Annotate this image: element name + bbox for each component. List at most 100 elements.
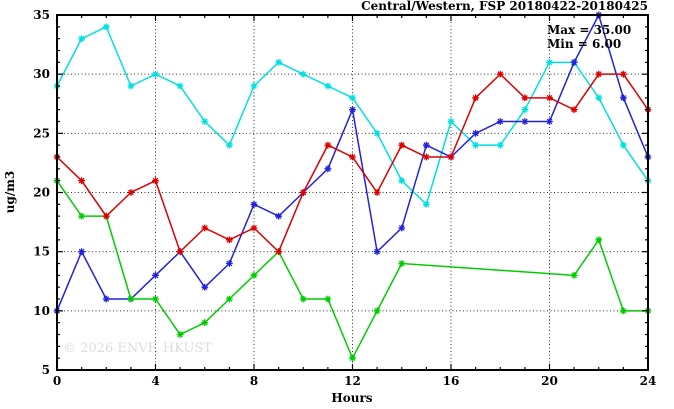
cyan-series-marker <box>152 70 159 78</box>
blue-series-marker <box>546 118 553 125</box>
green-series-marker <box>127 295 135 303</box>
blue-series-marker <box>250 200 258 208</box>
green-series-marker <box>250 271 258 279</box>
blue-series-marker <box>619 94 627 102</box>
green-series-marker <box>398 260 406 267</box>
red-series-marker <box>570 106 578 114</box>
blue-series-marker <box>373 248 381 256</box>
green-series-marker <box>373 307 381 315</box>
cyan-series-marker <box>496 141 504 149</box>
red-series-marker <box>176 248 184 256</box>
red-series-marker <box>152 177 159 185</box>
blue-series-marker <box>521 118 529 125</box>
x-tick-label: 4 <box>151 374 159 388</box>
y-tick-label: 10 <box>33 304 50 318</box>
cyan-series-marker <box>299 70 307 78</box>
x-tick-label: 24 <box>640 374 657 388</box>
y-tick-label: 20 <box>33 186 50 200</box>
cyan-series-marker <box>447 118 455 125</box>
data-series <box>53 11 652 362</box>
cyan-series-marker <box>127 82 135 90</box>
red-series-marker <box>102 212 110 220</box>
cyan-series-marker <box>595 94 603 102</box>
red-series-marker <box>398 141 406 149</box>
red-series-marker <box>472 94 480 102</box>
green-series-marker <box>570 271 578 279</box>
x-tick-label: 16 <box>443 374 460 388</box>
blue-series-marker <box>496 118 504 125</box>
red-series-marker <box>447 153 455 161</box>
cyan-series-marker <box>201 118 209 125</box>
watermark: © 2026 ENVF, HKUST <box>63 341 212 356</box>
blue-series-marker <box>570 58 578 66</box>
blue-series-marker <box>78 248 86 256</box>
y-tick-label: 25 <box>33 126 50 140</box>
cyan-series-line <box>56 25 649 206</box>
green-series-marker <box>349 354 356 362</box>
y-tick-label: 15 <box>33 245 50 259</box>
cyan-series-marker <box>521 106 529 114</box>
green-series-marker <box>299 295 307 303</box>
blue-series-marker <box>152 271 159 279</box>
grid-lines <box>57 15 648 370</box>
red-series-marker <box>299 189 307 196</box>
x-tick-label: 8 <box>250 374 258 388</box>
cyan-series-marker <box>398 177 406 185</box>
cyan-series-marker <box>78 35 86 43</box>
green-series-line <box>56 180 648 360</box>
blue-series-marker <box>102 295 110 303</box>
max-annotation: Max = 35.00 <box>547 23 631 37</box>
blue-series-marker <box>324 165 332 173</box>
cyan-series-marker <box>546 58 553 66</box>
green-series-marker <box>201 319 209 327</box>
y-tick-label: 35 <box>33 8 50 22</box>
cyan-series-marker <box>349 94 356 102</box>
blue-series-marker <box>349 106 356 114</box>
red-series-marker <box>349 153 356 161</box>
x-axis-label: Hours <box>331 391 372 405</box>
cyan-series-marker <box>225 141 233 149</box>
red-series-marker <box>250 224 258 232</box>
red-series-marker <box>422 153 430 161</box>
y-tick-label: 5 <box>42 363 50 377</box>
red-series-marker <box>595 70 603 78</box>
green-series-marker <box>78 212 86 220</box>
blue-series-marker <box>398 224 406 232</box>
red-series-marker <box>201 224 209 232</box>
cyan-series-marker <box>176 82 184 90</box>
x-tick-label: 12 <box>344 374 361 388</box>
cyan-series-marker <box>250 82 258 90</box>
blue-series-marker <box>225 260 233 267</box>
y-tick-label: 30 <box>33 67 50 81</box>
x-tick-label: 20 <box>541 374 558 388</box>
blue-series-marker <box>472 129 480 137</box>
chart-title: Central/Western, FSP 20180422-20180425 <box>361 0 648 13</box>
cyan-series-marker <box>472 141 480 149</box>
green-series-marker <box>595 236 603 244</box>
red-series-marker <box>521 94 529 102</box>
cyan-series-marker <box>102 23 110 31</box>
red-series-marker <box>496 70 504 78</box>
blue-series-marker <box>422 141 430 149</box>
red-series <box>53 70 652 256</box>
red-series-marker <box>324 141 332 149</box>
axes-and-ticks: 0 4 8 12 16 20 24 5 10 15 20 25 30 35 <box>33 8 656 388</box>
x-tick-label: 0 <box>53 374 61 388</box>
green-series-marker <box>176 331 184 338</box>
red-series-marker <box>78 177 86 185</box>
cyan-series-marker <box>373 129 381 137</box>
red-series-marker <box>275 248 283 256</box>
min-annotation: Min = 6.00 <box>547 37 621 51</box>
blue-series-marker <box>201 283 209 291</box>
red-series-marker <box>619 70 627 78</box>
blue-series-marker <box>275 212 283 220</box>
red-series-marker <box>225 236 233 244</box>
green-series-marker <box>152 295 159 303</box>
red-series-marker <box>127 189 135 196</box>
cyan-series <box>53 23 652 208</box>
y-axis-label: ug/m3 <box>3 171 17 214</box>
cyan-series-marker <box>275 58 283 66</box>
green-series-marker <box>619 307 627 315</box>
